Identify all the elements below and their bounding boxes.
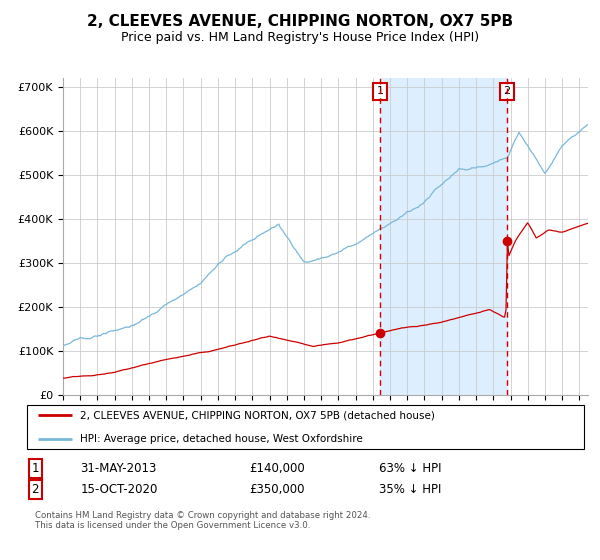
Text: 1: 1 bbox=[32, 461, 39, 475]
Text: Price paid vs. HM Land Registry's House Price Index (HPI): Price paid vs. HM Land Registry's House … bbox=[121, 31, 479, 44]
FancyBboxPatch shape bbox=[27, 405, 584, 449]
Text: 2, CLEEVES AVENUE, CHIPPING NORTON, OX7 5PB (detached house): 2, CLEEVES AVENUE, CHIPPING NORTON, OX7 … bbox=[80, 410, 435, 420]
Bar bbox=[380, 78, 507, 395]
Text: 2: 2 bbox=[32, 483, 39, 496]
Text: 31-MAY-2013: 31-MAY-2013 bbox=[80, 461, 157, 475]
Text: 15-OCT-2020: 15-OCT-2020 bbox=[80, 483, 158, 496]
Text: 1: 1 bbox=[377, 86, 383, 96]
Text: 2, CLEEVES AVENUE, CHIPPING NORTON, OX7 5PB: 2, CLEEVES AVENUE, CHIPPING NORTON, OX7 … bbox=[87, 14, 513, 29]
Text: 63% ↓ HPI: 63% ↓ HPI bbox=[379, 461, 442, 475]
Text: £140,000: £140,000 bbox=[250, 461, 305, 475]
Text: 35% ↓ HPI: 35% ↓ HPI bbox=[379, 483, 442, 496]
Text: £350,000: £350,000 bbox=[250, 483, 305, 496]
Text: 2: 2 bbox=[503, 86, 511, 96]
Text: Contains HM Land Registry data © Crown copyright and database right 2024.
This d: Contains HM Land Registry data © Crown c… bbox=[35, 511, 371, 530]
Text: HPI: Average price, detached house, West Oxfordshire: HPI: Average price, detached house, West… bbox=[80, 434, 363, 444]
